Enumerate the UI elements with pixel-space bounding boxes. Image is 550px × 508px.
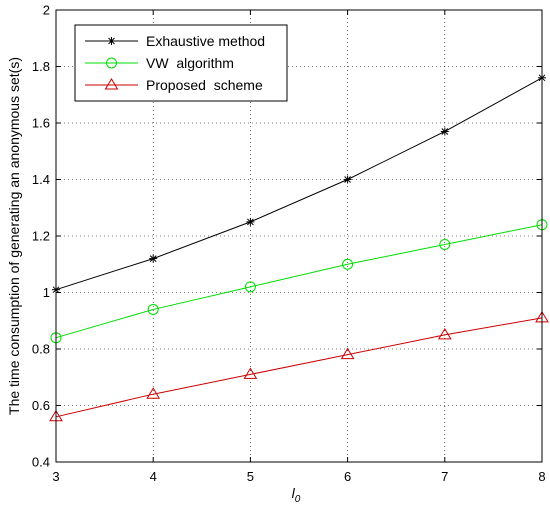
data-point-asterisk [343, 175, 352, 184]
data-point-asterisk [107, 37, 116, 45]
y-axis-title: The time consumption of generating an an… [6, 57, 22, 415]
y-tick-label: 2 [43, 3, 50, 18]
axis-ticks: 3 4 5 6 7 8 0.4 0.6 0.8 1 1.2 1.4 1.6 1.8 2 [32, 3, 546, 485]
legend-label: Exhaustive method [146, 33, 265, 49]
y-tick-label: 1.8 [32, 59, 50, 74]
x-tick-label: 7 [441, 469, 448, 484]
y-tick-label: 1 [43, 285, 50, 300]
data-point-asterisk [440, 127, 449, 136]
data-point-circle [439, 238, 451, 250]
legend-entry: Exhaustive method [85, 33, 265, 49]
x-axis-title: l0 [292, 485, 301, 505]
x-tick-label: 4 [150, 469, 157, 484]
series-line [55, 77, 543, 291]
y-tick-label: 1.6 [32, 116, 50, 131]
data-point-circle [147, 303, 159, 315]
y-tick-label: 0.8 [32, 342, 50, 357]
data-point-triangle [437, 327, 452, 340]
series-line [55, 317, 543, 418]
legend-label: VW algorithm [146, 55, 234, 71]
data-point-circle [342, 258, 354, 270]
series-triangle [49, 310, 549, 422]
legend-entry: Proposed scheme [85, 77, 263, 93]
y-tick-label: 1.4 [32, 172, 50, 187]
series-line [55, 224, 543, 339]
legend-entry: VW algorithm [85, 55, 234, 71]
y-tick-label: 1.2 [32, 229, 50, 244]
data-point-triangle [104, 78, 119, 90]
x-tick-label: 3 [52, 469, 59, 484]
x-tick-label: 5 [247, 469, 254, 484]
data-point-triangle [146, 387, 161, 399]
data-point-asterisk [149, 254, 158, 263]
data-point-triangle [340, 347, 355, 360]
legend-label: Proposed scheme [146, 77, 263, 93]
y-tick-label: 0.6 [32, 398, 50, 413]
y-tick-label: 0.4 [32, 455, 50, 470]
x-tick-label: 6 [344, 469, 351, 484]
data-point-circle [106, 57, 117, 69]
data-point-triangle [243, 367, 258, 379]
x-tick-label: 8 [538, 469, 545, 484]
legend: Exhaustive method VW algorithm Proposed sc… [74, 24, 288, 102]
data-point-circle [244, 281, 256, 293]
data-point-asterisk [246, 217, 255, 226]
